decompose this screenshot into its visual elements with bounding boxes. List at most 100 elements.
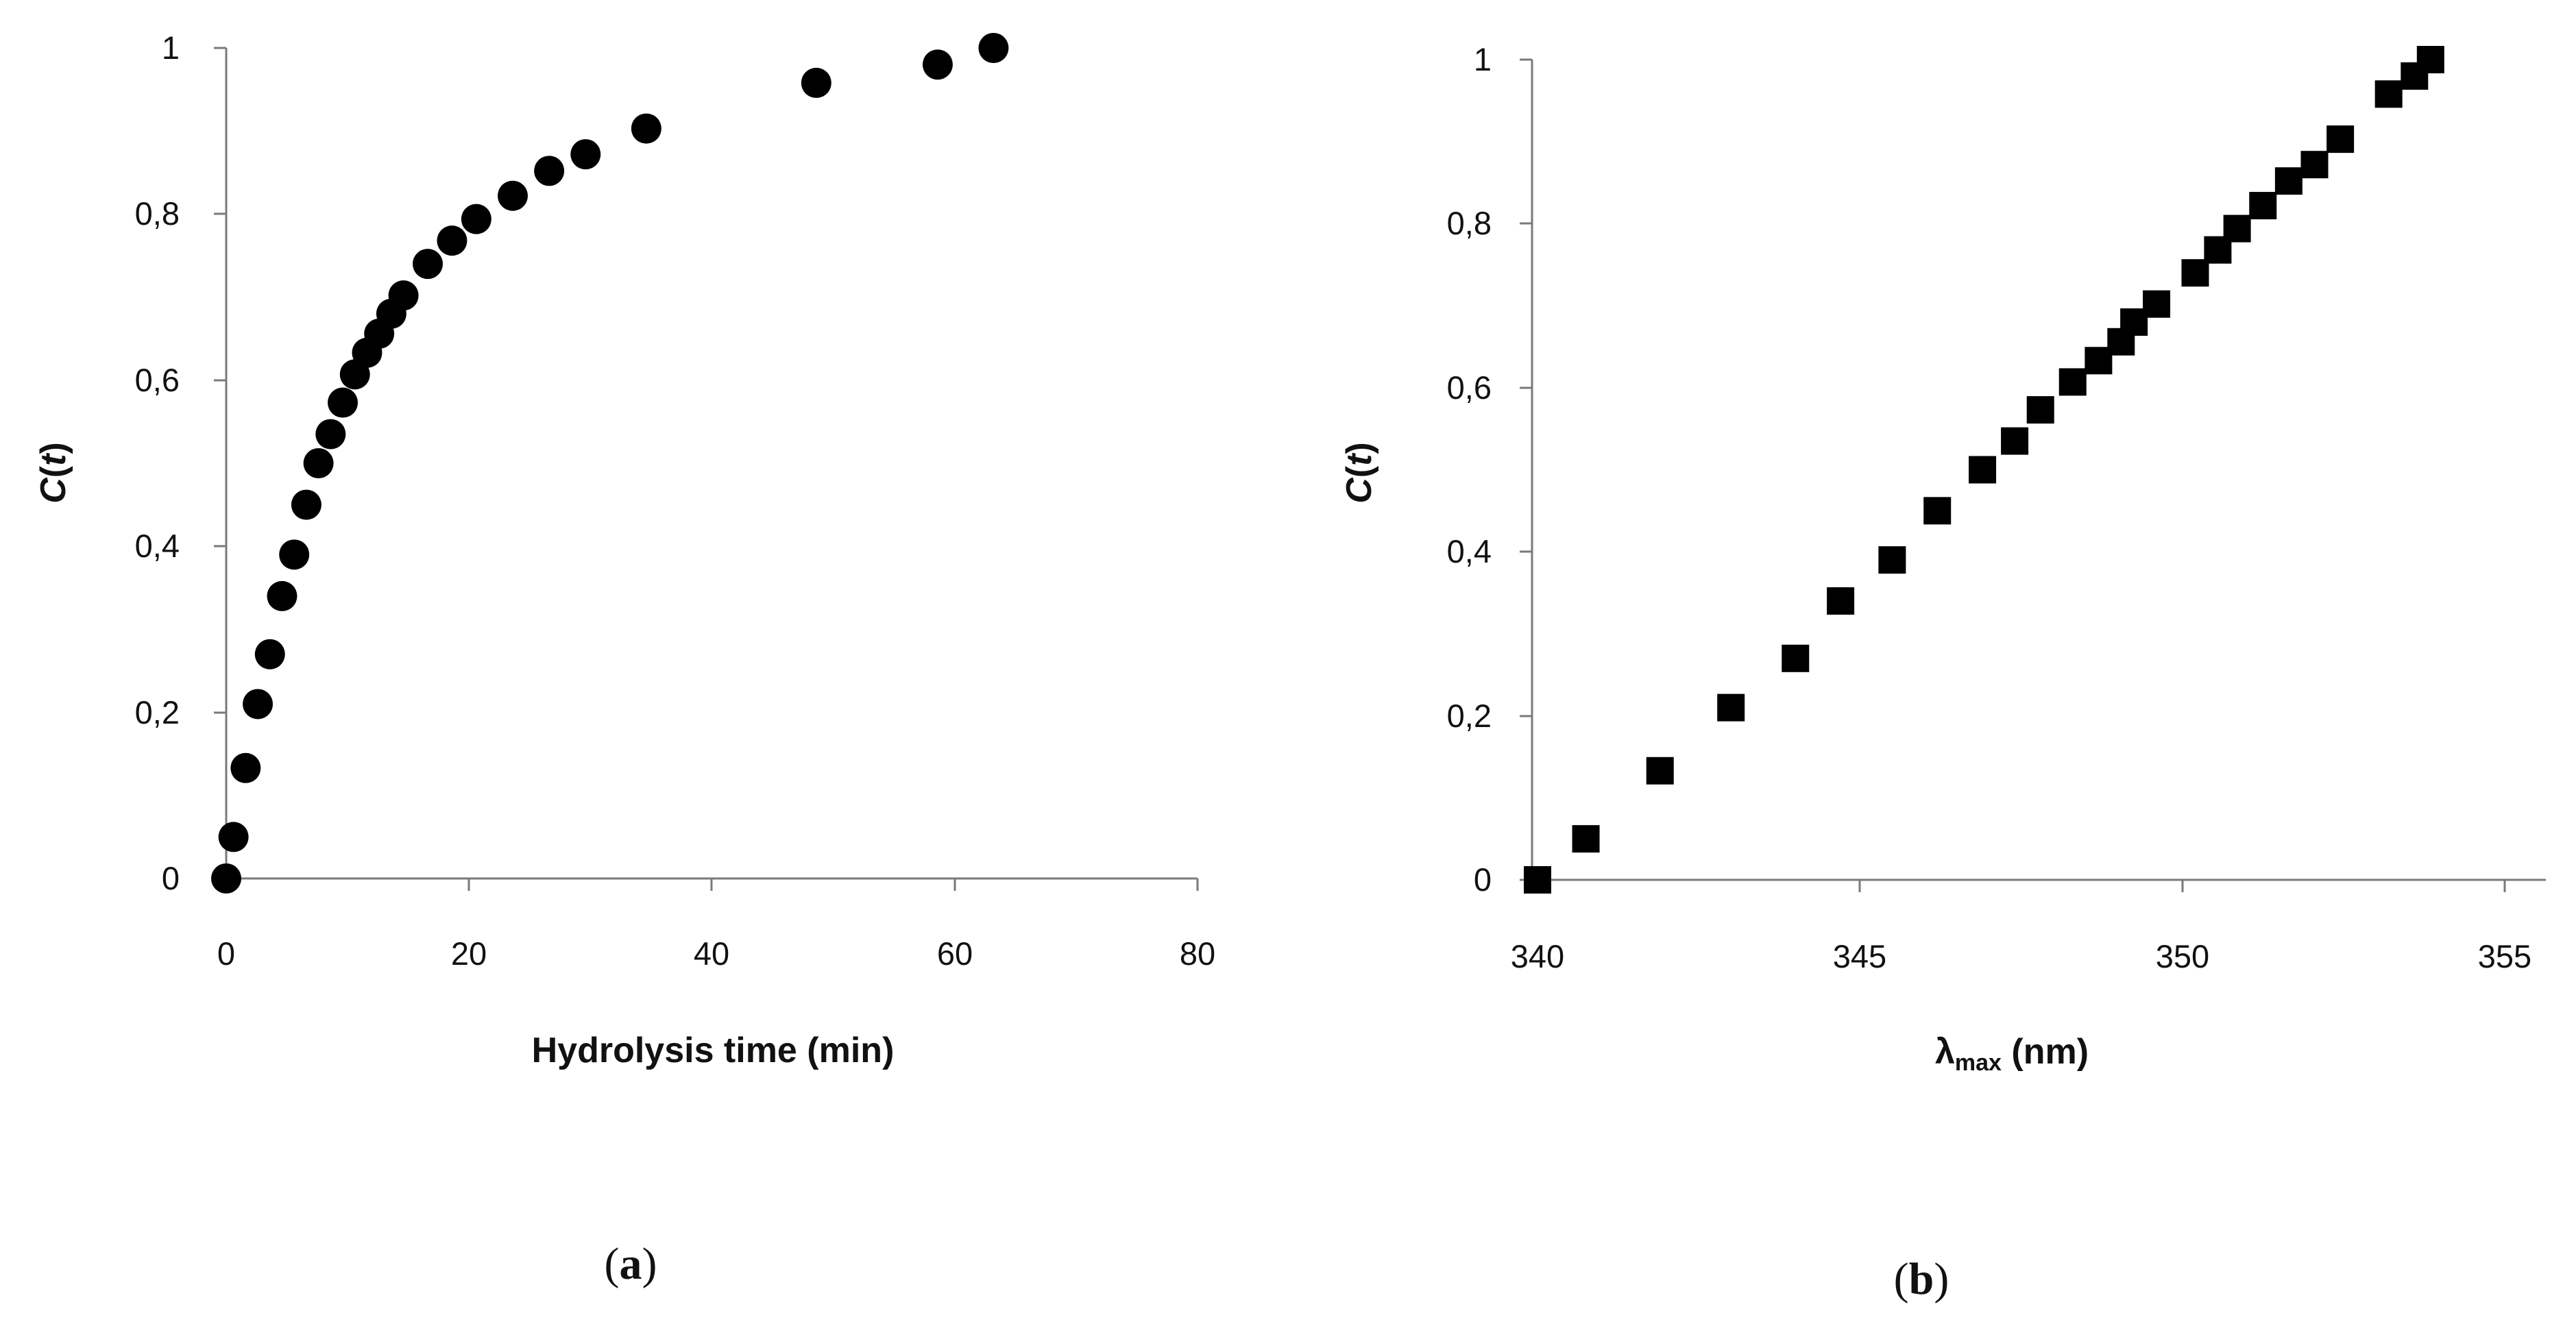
panel-b-y-tick-labels: 0 0,2 0,4 0,6 0,8 1 <box>1447 41 1492 898</box>
panel-b-y-tick-label: 1 <box>1474 41 1492 77</box>
panel-a-y-tick-label: 0,6 <box>135 362 180 398</box>
panel-b: 0 0,2 0,4 0,6 0,8 1 340 345 350 355 λmax… <box>1339 41 2546 1304</box>
panel-b-data-point <box>1923 497 1952 525</box>
panel-a-y-tick-label: 0,2 <box>135 694 180 730</box>
panel-b-x-tick-labels: 340 345 350 355 <box>1511 938 2531 974</box>
panel-b-y-tick-label: 0,2 <box>1447 698 1492 734</box>
panel-a-y-axis-title-arg: t <box>34 452 73 466</box>
panel-b-label: (b) <box>1894 1254 1949 1304</box>
panel-a-data-point <box>279 539 310 570</box>
panel-a-data-point <box>388 280 419 311</box>
panel-b-data-point <box>2300 151 2329 179</box>
panel-b-data-point <box>2001 427 2029 455</box>
panel-a-y-tick-label: 0,4 <box>135 528 180 564</box>
panel-b-y-axis-title-arg: t <box>1339 452 1379 466</box>
panel-b-data-point <box>1524 866 1551 894</box>
panel-a-data-point <box>437 225 467 256</box>
panel-a-x-tick-label: 0 <box>217 935 235 972</box>
panel-b-x-ticks <box>1536 880 2506 892</box>
panel-b-data-point <box>1782 644 1810 672</box>
panel-b-x-axis-title-sub: max <box>1955 1050 2002 1076</box>
panel-a-x-tick-label: 40 <box>694 935 729 972</box>
panel-a-data-point <box>267 580 297 611</box>
panel-b-y-axis-title: C(t) <box>1339 442 1379 504</box>
panel-a-y-ticks <box>214 47 226 880</box>
panel-b-data-point <box>1646 757 1674 785</box>
panel-b-data-point <box>2274 167 2302 195</box>
panel-b-x-tick-label: 355 <box>2478 938 2531 974</box>
panel-a-data-point <box>291 489 321 520</box>
panel-b-data-point <box>2058 368 2087 396</box>
panel-b-data-point <box>1969 456 1997 484</box>
panel-b-plot-area <box>1520 58 2546 892</box>
panel-b-y-tick-label: 0,6 <box>1447 369 1492 406</box>
panel-b-x-tick-label: 350 <box>2156 938 2209 974</box>
panel-a-data-point <box>413 249 443 280</box>
panel-b-y-tick-label: 0,4 <box>1447 533 1492 569</box>
panel-b-data-point <box>2416 46 2444 73</box>
panel-b-y-ticks <box>1520 58 1532 881</box>
panel-a-data-point <box>254 639 285 669</box>
panel-a-data-point <box>315 419 346 450</box>
panel-b-data-point <box>1572 825 1600 853</box>
panel-a-x-ticks <box>225 878 1199 891</box>
panel-a-y-tick-labels: 0 0,2 0,4 0,6 0,8 1 <box>135 29 180 896</box>
panel-b-x-axis-title-symbol: λ <box>1935 1032 1955 1072</box>
panel-a-y-tick-label: 1 <box>162 29 180 66</box>
panel-a-data-point <box>498 180 528 211</box>
panel-a-y-axis-title: C(t) <box>34 442 73 504</box>
panel-b-label-open: ( <box>1894 1254 1909 1304</box>
panel-a-y-axis-title-paren-close: ) <box>34 442 73 454</box>
panel-b-data-points <box>1524 46 2444 894</box>
panel-a-data-point <box>631 113 661 144</box>
panel-a-data-point <box>570 139 601 170</box>
panel-a-x-tick-labels: 0 20 40 60 80 <box>217 935 1215 972</box>
panel-a-data-point <box>922 49 953 80</box>
panel-b-data-point <box>1878 546 1906 574</box>
panel-a-x-tick-label: 20 <box>451 935 487 972</box>
panel-a-data-point <box>218 822 249 852</box>
panel-a-label-letter: a <box>620 1239 642 1289</box>
panel-b-data-point <box>2143 290 2171 318</box>
panel-b-y-tick-label: 0 <box>1474 861 1492 898</box>
panel-a-y-axis-title-paren-open: ( <box>34 465 73 478</box>
panel-a-y-axis-title-main: C <box>34 477 73 504</box>
panel-a-x-axis-title: Hydrolysis time (min) <box>532 1031 895 1070</box>
panel-b-label-letter: b <box>1909 1254 1934 1304</box>
panel-a-data-point <box>211 863 241 894</box>
panel-b-y-tick-label: 0,8 <box>1447 205 1492 241</box>
panel-b-x-axis-title-unit: (nm) <box>2002 1032 2089 1072</box>
panel-b-x-tick-label: 345 <box>1833 938 1886 974</box>
panel-b-data-point <box>2326 125 2355 153</box>
panel-a-y-tick-label: 0,8 <box>135 195 180 232</box>
panel-b-data-point <box>2181 259 2209 287</box>
panel-b-y-axis-title-paren-open: ( <box>1339 465 1379 478</box>
panel-a-data-point <box>243 689 274 720</box>
panel-a-x-tick-label: 80 <box>1180 935 1215 972</box>
panel-b-label-close: ) <box>1934 1254 1949 1304</box>
panel-b-data-point <box>1827 587 1855 615</box>
panel-b-y-axis-title-main: C <box>1339 477 1379 504</box>
panel-a-label-close: ) <box>642 1239 657 1289</box>
panel-b-data-point <box>2223 214 2251 243</box>
panel-a: 0 0,2 0,4 0,6 0,8 1 0 20 40 60 80 Hydrol… <box>34 29 1215 1289</box>
panel-b-y-axis-title-paren-close: ) <box>1339 442 1379 454</box>
panel-a-data-point <box>230 752 261 783</box>
panel-a-y-tick-label: 0 <box>162 860 180 896</box>
panel-a-data-point <box>461 204 491 234</box>
panel-b-data-point <box>2249 192 2277 220</box>
panel-b-data-point <box>1717 693 1745 722</box>
panel-a-data-point <box>978 33 1009 63</box>
panel-b-data-point <box>2026 396 2054 424</box>
panel-b-x-tick-label: 340 <box>1511 938 1564 974</box>
panel-a-data-points <box>211 33 1009 894</box>
panel-a-plot-area <box>214 47 1199 891</box>
panel-b-data-point <box>2374 80 2403 108</box>
panel-a-data-point <box>801 67 831 98</box>
panel-b-x-axis-title: λmax (nm) <box>1935 1032 2089 1076</box>
panel-a-label-open: ( <box>605 1239 620 1289</box>
panel-a-x-tick-label: 60 <box>937 935 973 972</box>
panel-a-data-point <box>534 156 565 186</box>
panel-a-data-point <box>328 387 359 418</box>
